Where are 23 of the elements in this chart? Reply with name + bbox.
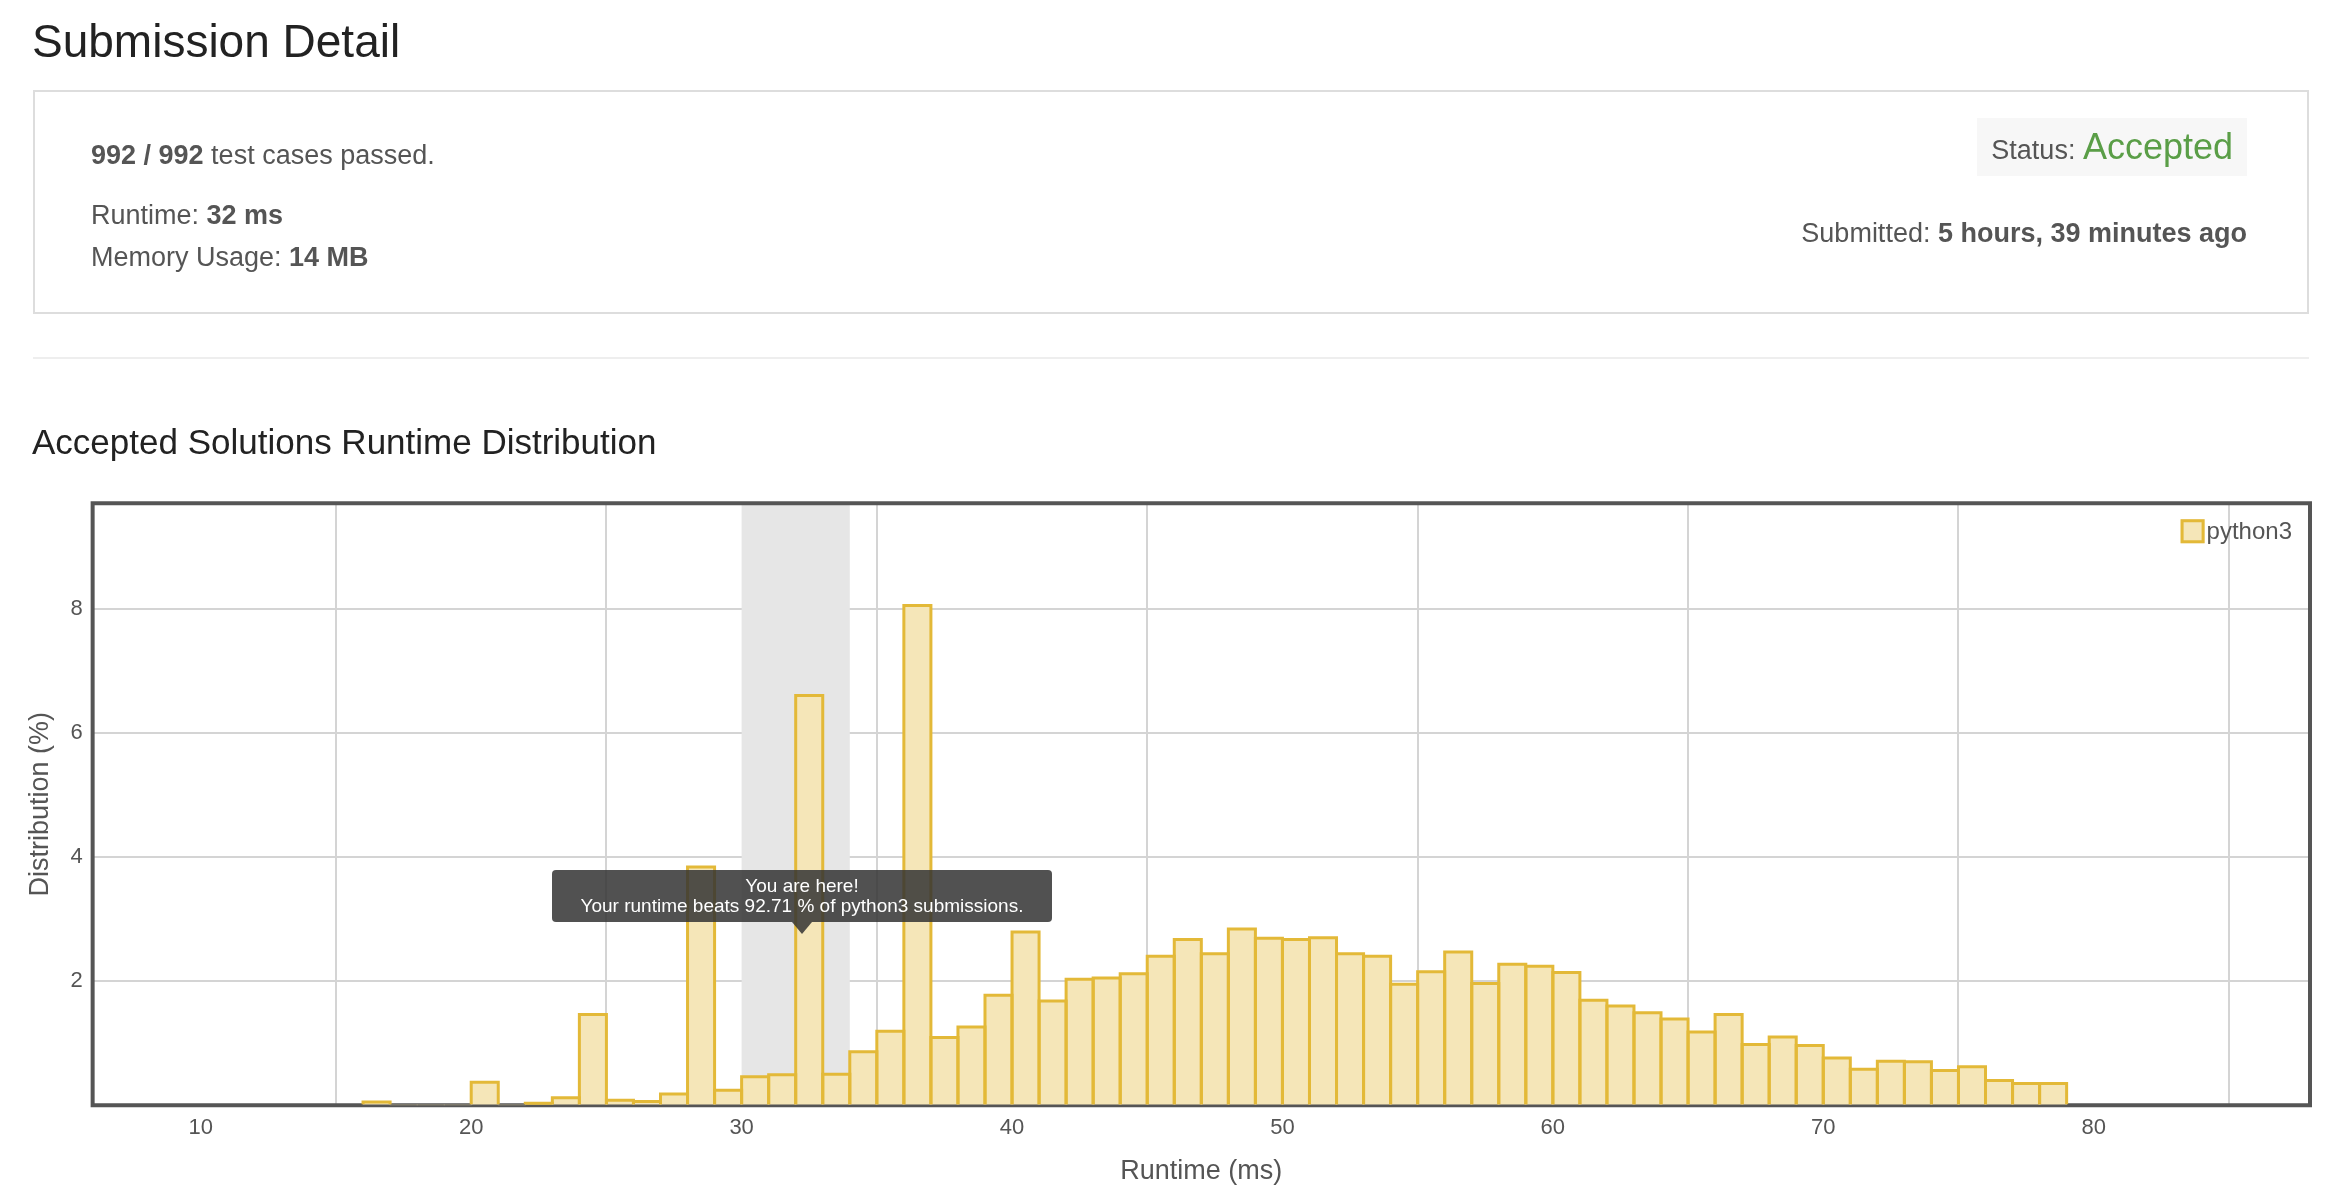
text: Status: Accepted	[1977, 118, 2247, 176]
y-tick-label: 8	[70, 594, 83, 620]
x-axis-title: Runtime (ms)	[1120, 1155, 1283, 1186]
chart-title: Accepted Solutions Runtime Distribution	[32, 422, 657, 462]
x-tick-label: 40	[999, 1114, 1025, 1140]
x-tick-label: 80	[2081, 1114, 2106, 1140]
text: Submitted: 5 hours, 39 minutes ago	[1801, 218, 2247, 249]
y-tick-label: 2	[70, 967, 83, 993]
y-tick-label: 4	[70, 843, 83, 869]
y-axis-title: Distribution (%)	[23, 711, 54, 897]
y-tick-label: 6	[70, 718, 83, 744]
legend-label: python3	[2206, 516, 2292, 544]
x-tick-label: 20	[458, 1114, 484, 1140]
x-tick-label: 30	[729, 1114, 754, 1140]
text: Submission Detail	[32, 14, 401, 68]
text: Memory Usage: 14 MB	[91, 242, 369, 273]
tooltip: You are here! Your runtime beats 92.71 % of python3 submissions.	[552, 870, 1052, 922]
x-tick-label: 70	[1811, 1114, 1836, 1140]
x-tick-label: 50	[1270, 1114, 1295, 1140]
text: Runtime: 32 ms	[91, 200, 284, 231]
x-tick-label: 10	[188, 1114, 214, 1140]
text: 992 / 992 test cases passed.	[91, 140, 435, 171]
x-tick-label: 60	[1540, 1114, 1566, 1140]
